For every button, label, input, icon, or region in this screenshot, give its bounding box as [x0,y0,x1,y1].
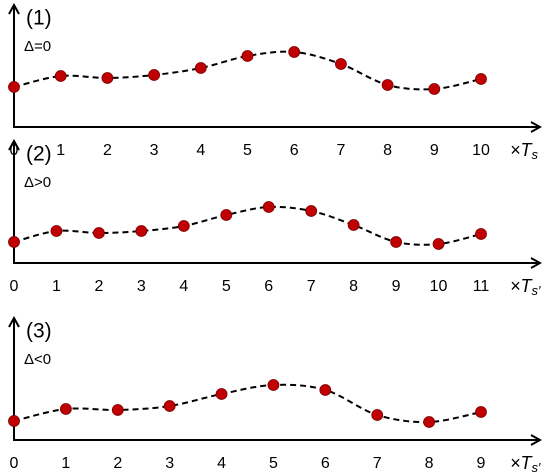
sample-point [305,205,318,217]
sample-point [334,58,347,70]
x-tick-label: 6 [290,142,299,159]
panel-title: (2) [26,143,52,166]
x-axis-label: ×Ts [510,140,539,163]
x-tick-label: 9 [430,142,439,159]
sample-point [59,403,72,415]
sample-point [8,415,20,427]
sample-point [220,209,233,221]
sample-point [319,384,332,396]
sample-point [475,228,487,240]
annotation: Δ<0 [24,351,51,368]
x-tick-label: 1 [61,455,70,472]
x-tick-label: 9 [392,278,401,295]
dashed-curve [13,383,482,424]
sample-point [475,73,487,85]
dashed-curve [13,50,482,91]
sample-point [8,81,20,93]
sample-point [381,79,394,91]
sample-point [50,225,63,237]
x-tick-label: 4 [196,142,205,159]
x-tick-label: 1 [56,142,65,159]
x-axis-label: ×Ts′ [510,453,541,474]
sample-point [390,236,402,248]
x-tick-label: 5 [269,455,278,472]
sample-point [111,404,124,416]
x-tick-label: 1 [52,278,61,295]
sample-point [241,50,254,62]
x-tick-label: 3 [150,142,159,159]
x-label-main: ×T [510,140,534,160]
x-tick-label: 0 [10,278,19,295]
x-tick-label: 7 [307,278,316,295]
x-tick-label: 2 [113,455,122,472]
sample-point [475,406,487,418]
x-tick-label: 7 [336,142,345,159]
x-tick-label: 8 [425,455,434,472]
x-axis-label: ×Ts′ [510,276,541,299]
sample-point [194,62,207,74]
x-tick-label: 5 [222,278,231,295]
sample-point [163,400,176,412]
sample-point [371,409,384,421]
sample-point [428,83,441,95]
sample-point [267,379,280,391]
sample-point [288,46,301,58]
sample-point [177,220,190,232]
x-label-sub: s [532,147,539,162]
sample-point [148,69,161,81]
sample-point [93,227,105,239]
x-label-sub: s′ [532,283,542,298]
x-tick-label: 7 [373,455,382,472]
x-tick-label: 10 [472,142,490,159]
sample-point [135,225,148,237]
x-tick-label: 9 [477,455,486,472]
x-tick-label: 0 [10,455,19,472]
sample-point [423,416,436,428]
x-tick-label: 10 [430,278,448,295]
annotation: Δ=0 [24,38,51,55]
annotation: Δ>0 [24,174,51,191]
dashed-curve [13,205,482,246]
x-tick-label: 3 [137,278,146,295]
x-tick-label: 2 [103,142,112,159]
panel-title: (3) [26,320,52,343]
x-tick-label: 6 [321,455,330,472]
x-label-main: ×T [510,453,534,473]
sample-point [262,201,275,213]
x-tick-label: 6 [264,278,273,295]
x-tick-label: 3 [165,455,174,472]
x-tick-label: 8 [349,278,358,295]
x-label-main: ×T [510,276,534,296]
sample-point [54,70,67,82]
sample-point [432,238,445,250]
x-tick-label: 4 [217,455,226,472]
x-tick-label: 11 [473,278,490,295]
panel-title: (1) [26,7,52,30]
x-tick-label: 5 [243,142,252,159]
sample-point [347,219,360,231]
x-label-sub: s′ [532,460,542,474]
x-tick-label: 4 [179,278,188,295]
x-tick-label: 2 [94,278,103,295]
sample-point [8,236,20,248]
sample-point [101,72,114,84]
x-tick-label: 8 [383,142,392,159]
sample-point [215,388,228,400]
